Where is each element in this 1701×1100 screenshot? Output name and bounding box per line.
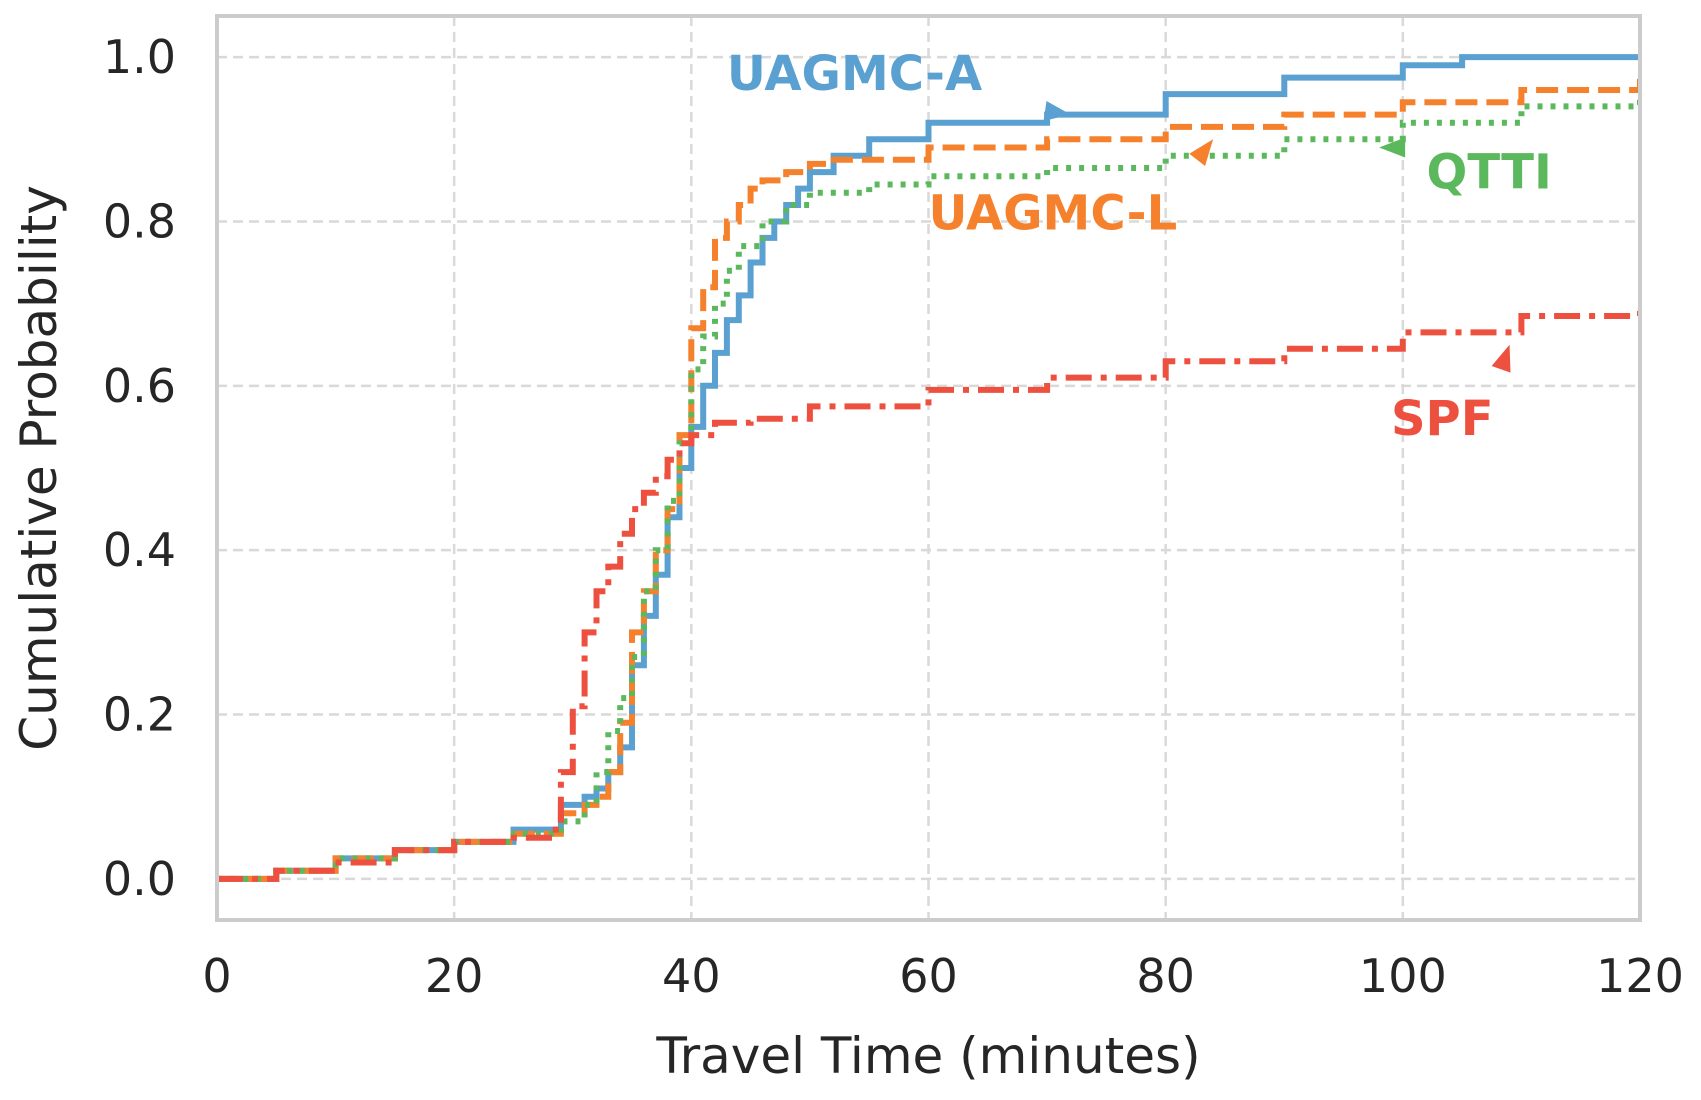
grid (215, 16, 1642, 920)
y-tick-label: 0.0 (103, 852, 176, 906)
annotation-spf: SPF (1391, 391, 1494, 447)
plot-frame (215, 14, 1642, 922)
annotation-qtti: QTTI (1427, 145, 1552, 201)
y-tick-label: 1.0 (103, 30, 176, 84)
plot-border (215, 14, 1642, 922)
x-axis-label: Travel Time (minutes) (655, 1027, 1200, 1085)
x-tick-label: 40 (662, 949, 721, 1003)
series-line-uagmc-l (217, 77, 1640, 882)
annotation-arrow (1189, 139, 1214, 166)
y-tick-label: 0.6 (103, 359, 176, 413)
annotation-uagmc-l: UAGMC-L (929, 186, 1178, 242)
annotations: UAGMC-A UAGMC-L QTTI SPF (727, 46, 1552, 447)
series-line-spf (217, 307, 1640, 882)
series-line-qtti (217, 90, 1640, 882)
x-tick-label: 120 (1596, 949, 1684, 1003)
x-tick-label: 0 (202, 949, 231, 1003)
x-tick-label: 60 (899, 949, 958, 1003)
tick-labels: 0 20 40 60 80 100 120 0.0 0.2 0.4 0.6 0.8 1.0 (103, 30, 1684, 1003)
y-tick-label: 0.8 (103, 194, 176, 248)
y-tick-label: 0.4 (103, 523, 176, 577)
x-tick-label: 80 (1136, 949, 1195, 1003)
x-tick-label: 20 (425, 949, 484, 1003)
annotation-arrow (1491, 344, 1511, 373)
y-axis-label: Cumulative Probability (10, 185, 68, 751)
annotation-arrow (1379, 137, 1406, 158)
x-tick-label: 100 (1359, 949, 1447, 1003)
annotation-arrow (1043, 101, 1071, 121)
annotation-uagmc-a: UAGMC-A (727, 46, 982, 102)
y-tick-label: 0.2 (103, 688, 176, 742)
series-layer (217, 54, 1640, 882)
